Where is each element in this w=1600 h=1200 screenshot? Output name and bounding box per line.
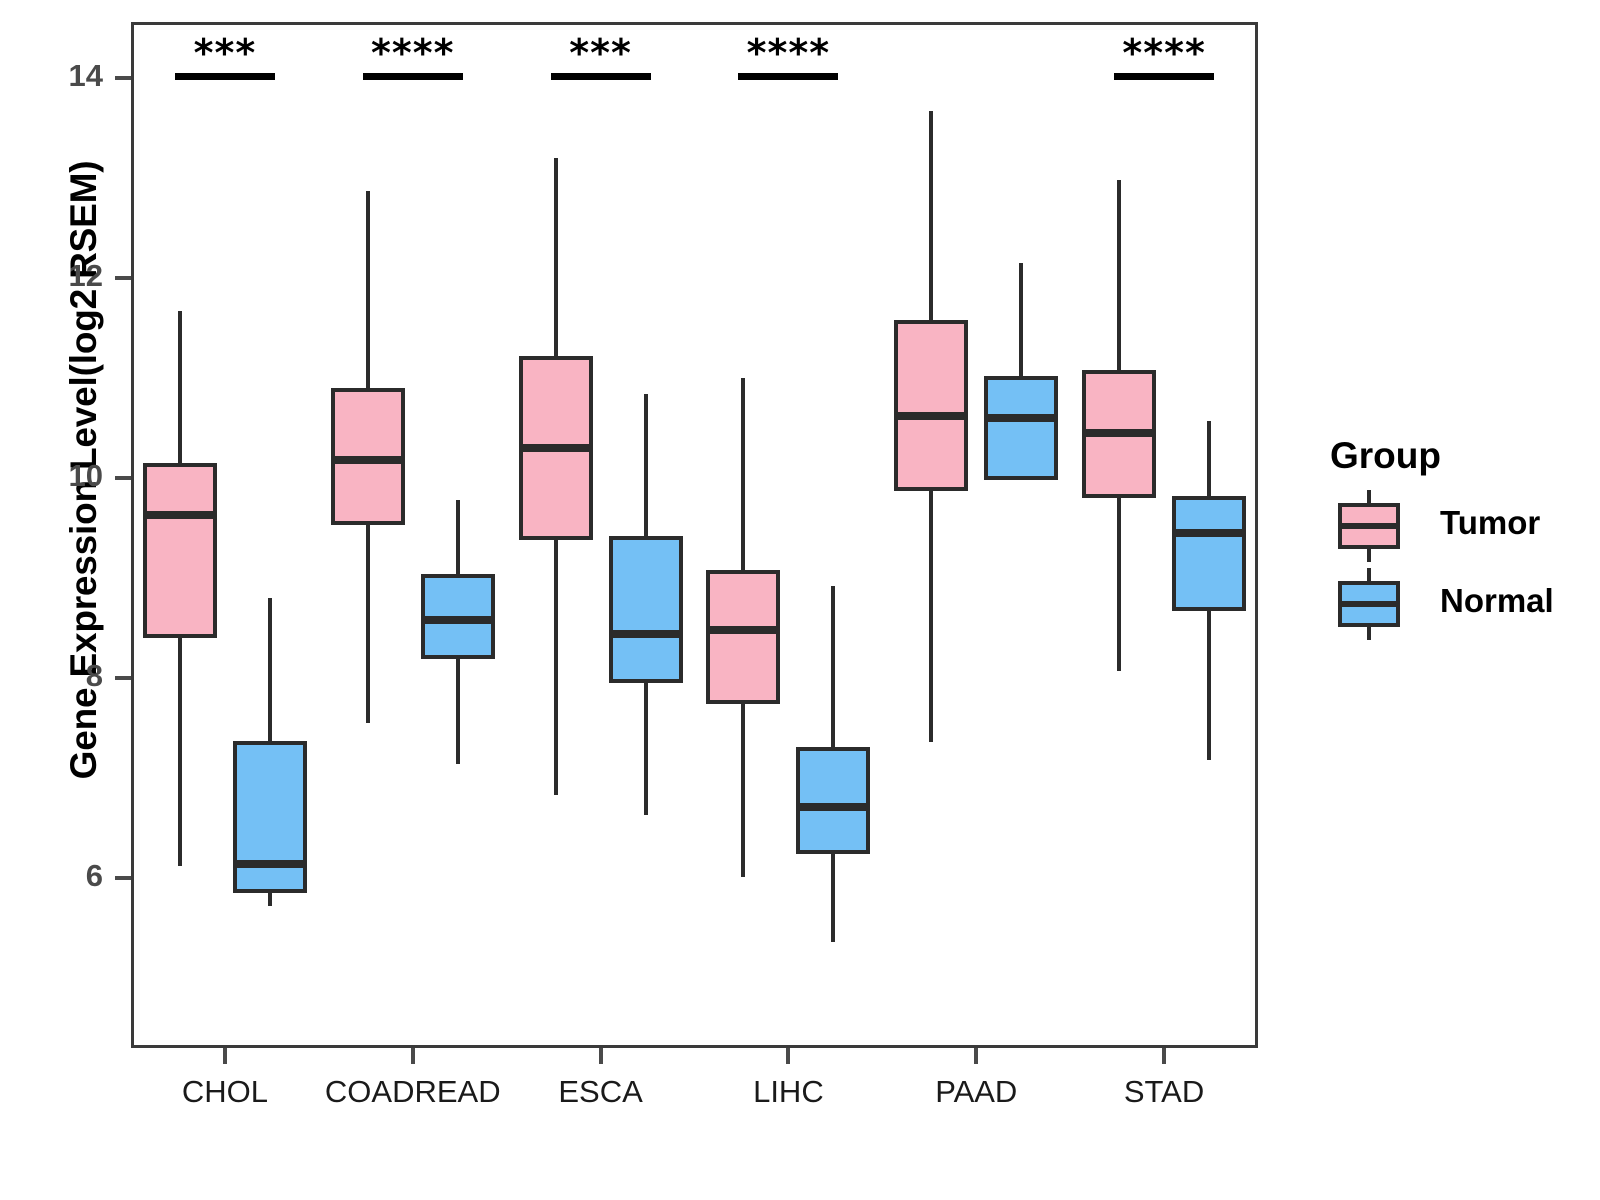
y-axis-tick (115, 476, 131, 480)
y-axis-tick (115, 676, 131, 680)
boxplot-box (1172, 496, 1247, 611)
legend-label-normal: Normal (1440, 582, 1554, 619)
y-axis-tick-label: 6 (85, 858, 103, 893)
boxplot-median (142, 511, 217, 519)
y-axis-tick-label: 14 (68, 58, 103, 93)
significance-stars: **** (371, 31, 455, 75)
x-axis-tick (1162, 1048, 1167, 1064)
legend-key-median (1338, 523, 1400, 529)
boxplot-median (608, 630, 683, 638)
x-axis-tick-label: CHOL (181, 1074, 268, 1109)
significance-stars: **** (1122, 31, 1206, 75)
x-axis-tick (598, 1048, 603, 1064)
significance-bar (362, 73, 463, 80)
boxplot-box (706, 570, 781, 704)
boxplot-median (984, 414, 1059, 422)
boxplot-median (1172, 529, 1247, 537)
significance-bar (738, 73, 839, 80)
y-axis-tick-label: 10 (68, 458, 103, 493)
boxplot-median (894, 412, 969, 420)
x-axis-tick (222, 1048, 227, 1064)
legend-label-tumor: Tumor (1440, 504, 1541, 541)
x-axis-tick-label: ESCA (558, 1074, 643, 1109)
significance-stars: *** (569, 31, 632, 75)
x-axis-tick-label: LIHC (753, 1074, 824, 1109)
y-axis-tick (115, 876, 131, 880)
legend-key-median (1338, 601, 1400, 607)
boxplot-box (142, 463, 217, 638)
boxplot-median (706, 626, 781, 634)
y-axis-tick (115, 276, 131, 280)
boxplot-box (608, 536, 683, 683)
boxplot-box (894, 320, 969, 491)
x-axis-tick (410, 1048, 415, 1064)
boxplot-median (420, 616, 495, 624)
significance-bar (174, 73, 275, 80)
boxplot-median (1082, 429, 1157, 437)
boxplot-box (984, 376, 1059, 480)
y-axis-title: Gene Expression Level(log2 RSEM) (63, 160, 104, 780)
significance-stars: *** (193, 31, 257, 75)
x-axis-tick-label: PAAD (935, 1074, 1018, 1109)
boxplot-box (232, 741, 307, 893)
boxplot-median (518, 444, 593, 452)
y-axis-tick (115, 76, 131, 80)
plot-panel (131, 22, 1258, 1048)
x-axis-tick-label: COADREAD (324, 1074, 501, 1109)
boxplot-median (232, 860, 307, 868)
significance-stars: **** (746, 31, 831, 75)
x-axis-tick (974, 1048, 979, 1064)
boxplot-box (796, 747, 871, 854)
x-axis-tick (786, 1048, 791, 1064)
significance-bar (550, 73, 651, 80)
boxplot-median (796, 803, 871, 811)
legend-title: Group (1330, 435, 1441, 476)
boxplot-whisker (1019, 263, 1024, 480)
boxplot-median (330, 456, 405, 464)
x-axis-tick-label: STAD (1123, 1074, 1205, 1109)
y-axis-tick-label: 8 (85, 658, 103, 693)
significance-bar (1114, 73, 1215, 80)
y-axis-tick-label: 12 (68, 258, 103, 293)
